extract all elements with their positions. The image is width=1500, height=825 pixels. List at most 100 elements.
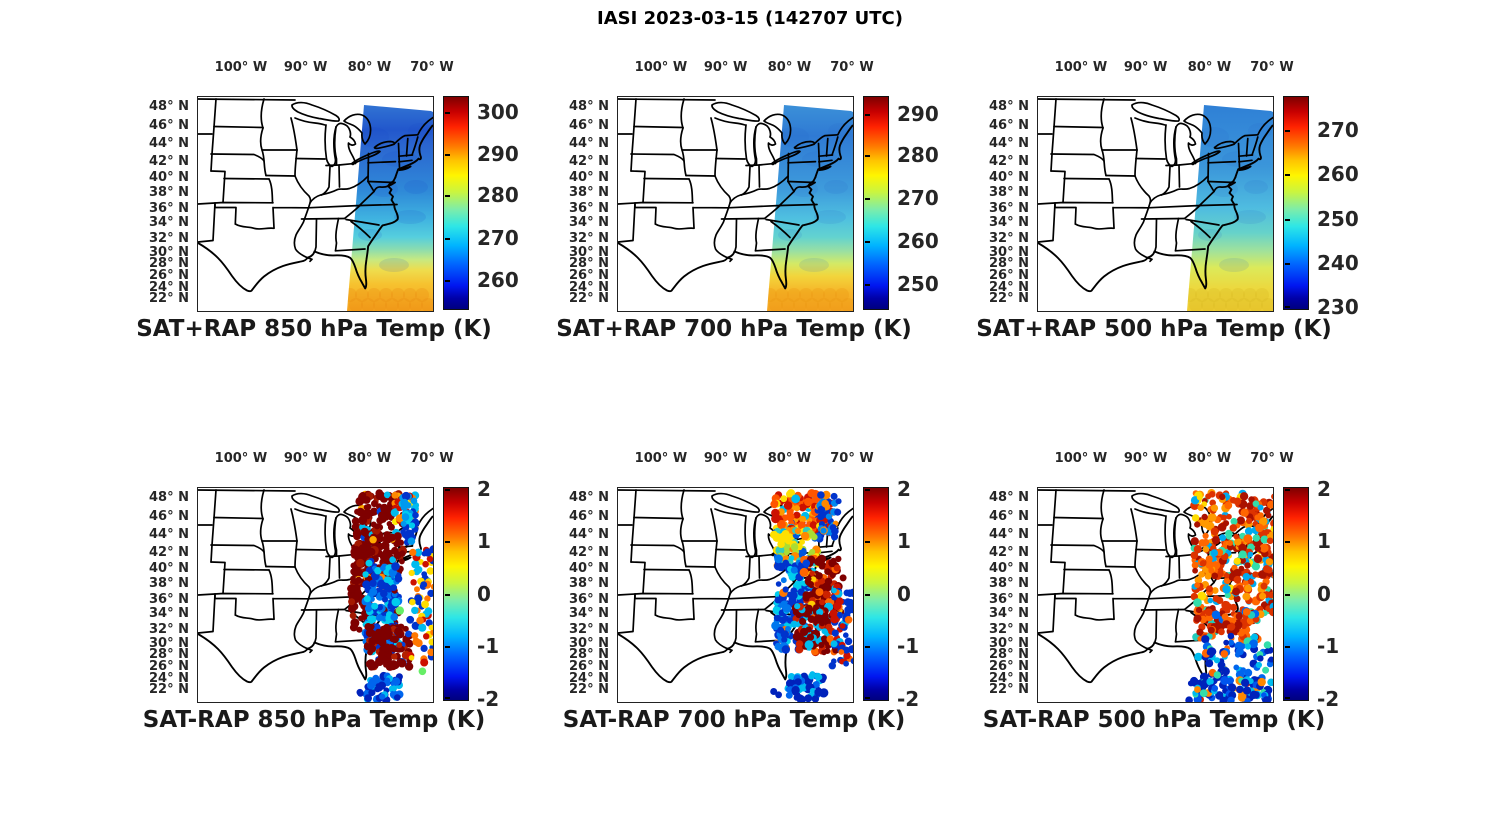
- colorbar-tick-label: 2: [477, 476, 491, 501]
- lat-tick-label: 30° N: [569, 636, 609, 652]
- lat-tick-label: 46° N: [149, 117, 189, 133]
- colorbar-tick-label: -2: [477, 686, 500, 711]
- colorbar-tick-label: 1: [477, 529, 491, 554]
- lat-tick-label: 24° N: [569, 279, 609, 295]
- lat-tick-label: 24° N: [149, 670, 189, 686]
- lat-tick-label: 32° N: [149, 621, 189, 637]
- panel-title: SAT-RAP 700 hPa Temp (K): [562, 707, 906, 733]
- lat-tick-label: 22° N: [989, 682, 1029, 698]
- colorbar-gradient: [863, 96, 889, 310]
- map-frame: [1037, 96, 1274, 312]
- lat-tick-label: 46° N: [569, 508, 609, 524]
- panel-sat-minus-rap-850hpa: 100° W 90° W 80° W 70° W 48° N 46° N 44° N 42°…: [143, 451, 499, 733]
- colorbar-tick-label: -2: [897, 686, 920, 711]
- colorbar-tick-mark: [1285, 697, 1290, 699]
- colorbar-tick-label: 280: [897, 143, 939, 168]
- lat-tick-label: 36° N: [569, 591, 609, 607]
- colorbar-tick-mark: [445, 489, 450, 491]
- colorbar-tick-label: 250: [897, 271, 939, 296]
- colorbar-tick-mark: [445, 697, 450, 699]
- panel-sat-minus-rap-500hpa: 100° W 90° W 80° W 70° W 48° N 46° N 44° N 42°…: [983, 451, 1339, 733]
- colorbar-tick-mark: [445, 238, 450, 241]
- colorbar-tick-mark: [445, 112, 450, 115]
- lat-tick-label: 42° N: [569, 544, 609, 560]
- lat-tick-label: 26° N: [569, 658, 609, 674]
- lat-tick-label: 28° N: [569, 255, 609, 271]
- us-state-boundaries-map: [618, 98, 853, 293]
- lat-tick-label: 30° N: [149, 245, 189, 261]
- figure-title: IASI 2023-03-15 (142707 UTC): [597, 8, 903, 29]
- longitude-axis: 100° W 90° W 80° W 70° W: [197, 451, 454, 475]
- lat-tick-label: 40° N: [149, 169, 189, 185]
- lat-tick-label: 34° N: [149, 605, 189, 621]
- lon-tick-label: 70° W: [830, 451, 874, 466]
- colorbar-tick-label: 290: [897, 102, 939, 127]
- lat-tick-label: 26° N: [989, 267, 1029, 283]
- colorbar-tick-mark: [445, 279, 450, 282]
- panel-title: SAT+RAP 850 hPa Temp (K): [136, 316, 492, 342]
- lat-tick-label: 42° N: [149, 544, 189, 560]
- lat-tick-label: 28° N: [149, 646, 189, 662]
- lat-tick-label: 22° N: [149, 682, 189, 698]
- lat-tick-label: 34° N: [989, 605, 1029, 621]
- map-frame: [197, 96, 434, 312]
- lat-tick-label: 30° N: [989, 245, 1029, 261]
- lon-tick-label: 80° W: [347, 60, 392, 75]
- lon-tick-label: 100° W: [214, 60, 268, 75]
- lat-tick-label: 38° N: [989, 575, 1029, 591]
- lat-tick-label: 34° N: [569, 605, 609, 621]
- colorbar-gradient: [1283, 96, 1309, 310]
- lon-tick-label: 70° W: [1250, 451, 1294, 466]
- colorbar-tick-mark: [865, 697, 870, 699]
- colorbar-tick-mark: [445, 593, 450, 596]
- colorbar-tick-label: 1: [897, 529, 911, 554]
- colorbar-tick-mark: [1285, 129, 1290, 132]
- colorbar-tick-mark: [1285, 218, 1290, 221]
- lat-tick-label: 36° N: [149, 591, 189, 607]
- colorbar-tick-mark: [1285, 646, 1290, 649]
- lat-tick-label: 48° N: [149, 489, 189, 505]
- colorbar-tick-mark: [865, 155, 870, 158]
- lat-tick-label: 46° N: [989, 508, 1029, 524]
- colorbar-tick-mark: [445, 153, 450, 156]
- lat-tick-label: 38° N: [569, 575, 609, 591]
- colorbar-tick-mark: [445, 541, 450, 544]
- lat-tick-label: 36° N: [989, 591, 1029, 607]
- lat-tick-label: 42° N: [989, 544, 1029, 560]
- colorbar-tick-mark: [865, 114, 870, 117]
- colorbar-tick-mark: [1285, 593, 1290, 596]
- lat-tick-label: 44° N: [149, 135, 189, 151]
- lon-tick-label: 80° W: [1187, 451, 1232, 466]
- map-frame: [617, 487, 854, 703]
- map-frame: [617, 96, 854, 312]
- lon-tick-label: 70° W: [410, 451, 454, 466]
- colorbar-tick-label: 2: [1317, 476, 1331, 501]
- lon-tick-label: 70° W: [1250, 60, 1294, 75]
- lat-tick-label: 30° N: [149, 636, 189, 652]
- lat-tick-label: 36° N: [149, 200, 189, 216]
- colorbar-tick-label: 0: [1317, 581, 1331, 606]
- lat-tick-label: 48° N: [989, 489, 1029, 505]
- colorbar-tick-mark: [865, 283, 870, 286]
- colorbar-tick-label: 290: [477, 141, 519, 166]
- colorbar-gradient: [1283, 487, 1309, 701]
- colorbar-tick-label: 250: [1317, 206, 1359, 231]
- lon-tick-label: 80° W: [347, 451, 392, 466]
- lat-tick-label: 22° N: [569, 682, 609, 698]
- lat-tick-label: 28° N: [989, 646, 1029, 662]
- colorbar-tick-mark: [1285, 489, 1290, 491]
- lat-tick-label: 40° N: [569, 169, 609, 185]
- colorbar-tick-mark: [865, 197, 870, 200]
- colorbar-tick-label: 260: [897, 228, 939, 253]
- colorbar-tick-mark: [1285, 174, 1290, 177]
- longitude-axis: 100° W 90° W 80° W 70° W: [197, 60, 454, 84]
- lon-tick-label: 100° W: [634, 451, 688, 466]
- lat-tick-label: 30° N: [569, 245, 609, 261]
- colorbar: 300 290 280 270 260: [443, 96, 519, 310]
- lon-tick-label: 70° W: [830, 60, 874, 75]
- lat-tick-label: 26° N: [149, 658, 189, 674]
- lat-tick-label: 22° N: [149, 291, 189, 307]
- colorbar-tick-label: 300: [477, 100, 519, 125]
- lat-tick-label: 30° N: [989, 636, 1029, 652]
- lat-tick-label: 46° N: [989, 117, 1029, 133]
